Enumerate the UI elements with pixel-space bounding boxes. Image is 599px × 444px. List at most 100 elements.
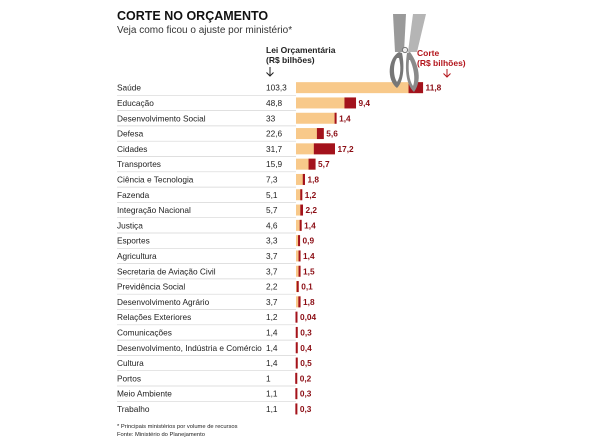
budget-value-label: 1,2 — [266, 312, 278, 322]
cut-value-label: 0,2 — [300, 373, 312, 383]
budget-value-label: 7,3 — [266, 174, 278, 184]
cut-bar — [295, 388, 298, 400]
cut-bar — [298, 296, 301, 308]
cut-value-label: 1,8 — [303, 297, 315, 307]
budget-value-label: 15,9 — [266, 159, 283, 169]
category-label: Desenvolvimento, Indústria e Comércio — [117, 343, 262, 353]
budget-bar — [296, 250, 301, 262]
budget-value-label: 1 — [266, 373, 271, 383]
budget-value-label: 2,2 — [266, 282, 278, 292]
cut-bar — [296, 281, 299, 293]
budget-value-label: 1,4 — [266, 358, 278, 368]
category-label: Secretaria de Aviação Civil — [117, 266, 216, 276]
cut-value-label: 1,5 — [303, 266, 315, 276]
category-label: Integração Nacional — [117, 205, 191, 215]
chart-subtitle: Veja como ficou o ajuste por ministério* — [117, 25, 292, 36]
category-label: Justiça — [117, 220, 143, 230]
cut-value-label: 0,5 — [300, 358, 312, 368]
cut-bar — [298, 235, 301, 247]
cut-value-label: 2,2 — [306, 205, 318, 215]
cut-column-header-line2: (R$ bilhões) — [417, 58, 466, 68]
category-label: Cidades — [117, 144, 147, 154]
cut-bar — [295, 403, 298, 415]
budget-value-label: 1,1 — [266, 389, 278, 399]
budget-value-label: 5,7 — [266, 205, 278, 215]
budget-bar — [296, 82, 424, 94]
category-label: Educação — [117, 98, 154, 108]
cut-value-label: 0,04 — [300, 312, 317, 322]
category-label: Trabalho — [117, 404, 150, 414]
cut-value-label: 0,3 — [300, 389, 312, 399]
down-arrow-icon — [266, 67, 274, 77]
budget-value-label: 1,4 — [266, 343, 278, 353]
cut-value-label: 11,8 — [426, 83, 442, 93]
budget-value-label: 3,7 — [266, 251, 278, 261]
cut-value-label: 1,2 — [305, 190, 317, 200]
budget-bar — [296, 296, 301, 308]
source-note: Fonte: Ministério do Planejamento — [117, 432, 205, 438]
category-label: Saúde — [117, 83, 141, 93]
budget-bar — [296, 189, 303, 201]
cut-bar — [299, 219, 302, 231]
cut-bar — [295, 311, 298, 323]
cut-bar — [300, 204, 304, 216]
category-label: Previdência Social — [117, 282, 185, 292]
budget-bar — [296, 112, 337, 124]
cut-value-label: 17,2 — [337, 144, 354, 154]
budget-value-label: 103,3 — [266, 83, 287, 93]
budget-value-label: 3,3 — [266, 236, 278, 246]
cut-bar — [313, 143, 335, 155]
budget-column-header-line1: Lei Orçamentária — [266, 45, 336, 55]
category-label: Meio Ambiente — [117, 389, 172, 399]
cut-value-label: 5,6 — [326, 129, 338, 139]
cut-bar — [298, 250, 301, 262]
budget-bar — [296, 173, 305, 185]
budget-value-label: 4,6 — [266, 220, 278, 230]
cut-bar — [302, 173, 305, 185]
cut-bar — [295, 342, 298, 354]
budget-value-label: 31,7 — [266, 144, 283, 154]
chart-title: CORTE NO ORÇAMENTO — [117, 9, 268, 23]
cut-down-arrow-icon — [443, 69, 451, 78]
category-label: Cultura — [117, 358, 144, 368]
cut-column-header-line1: Corte — [417, 48, 439, 58]
cut-bar — [295, 357, 298, 369]
cut-bar — [344, 97, 357, 109]
cut-value-label: 5,7 — [318, 159, 330, 169]
budget-bar — [296, 219, 302, 231]
budget-bar — [296, 235, 301, 247]
cut-value-label: 0,4 — [300, 343, 312, 353]
budget-value-label: 33 — [266, 113, 276, 123]
cut-value-label: 1,4 — [304, 220, 316, 230]
budget-bar — [296, 265, 301, 277]
category-label: Fazenda — [117, 190, 150, 200]
budget-bar — [296, 97, 357, 109]
category-label: Comunicações — [117, 327, 172, 337]
budget-value-label: 48,8 — [266, 98, 283, 108]
budget-bar — [296, 128, 324, 140]
cut-bar — [298, 265, 301, 277]
cut-bar — [300, 189, 303, 201]
category-label: Ciência e Tecnologia — [117, 174, 194, 184]
cut-value-label: 0,1 — [301, 282, 313, 292]
cut-bar — [295, 326, 298, 338]
cut-value-label: 1,8 — [307, 174, 319, 184]
cut-value-label: 0,3 — [300, 404, 312, 414]
category-label: Desenvolvimento Agrário — [117, 297, 210, 307]
budget-value-label: 1,4 — [266, 327, 278, 337]
budget-value-label: 22,6 — [266, 129, 283, 139]
budget-value-label: 5,1 — [266, 190, 278, 200]
budget-value-label: 3,7 — [266, 266, 278, 276]
scissors-icon — [389, 14, 426, 92]
budget-value-label: 3,7 — [266, 297, 278, 307]
category-label: Defesa — [117, 129, 144, 139]
cut-value-label: 0,9 — [303, 236, 315, 246]
cut-value-label: 9,4 — [359, 98, 371, 108]
cut-value-label: 0,3 — [300, 327, 312, 337]
category-label: Transportes — [117, 159, 161, 169]
cut-bar — [316, 128, 324, 140]
budget-column-header-line2: (R$ bilhões) — [266, 55, 315, 65]
category-label: Desenvolvimento Social — [117, 113, 206, 123]
